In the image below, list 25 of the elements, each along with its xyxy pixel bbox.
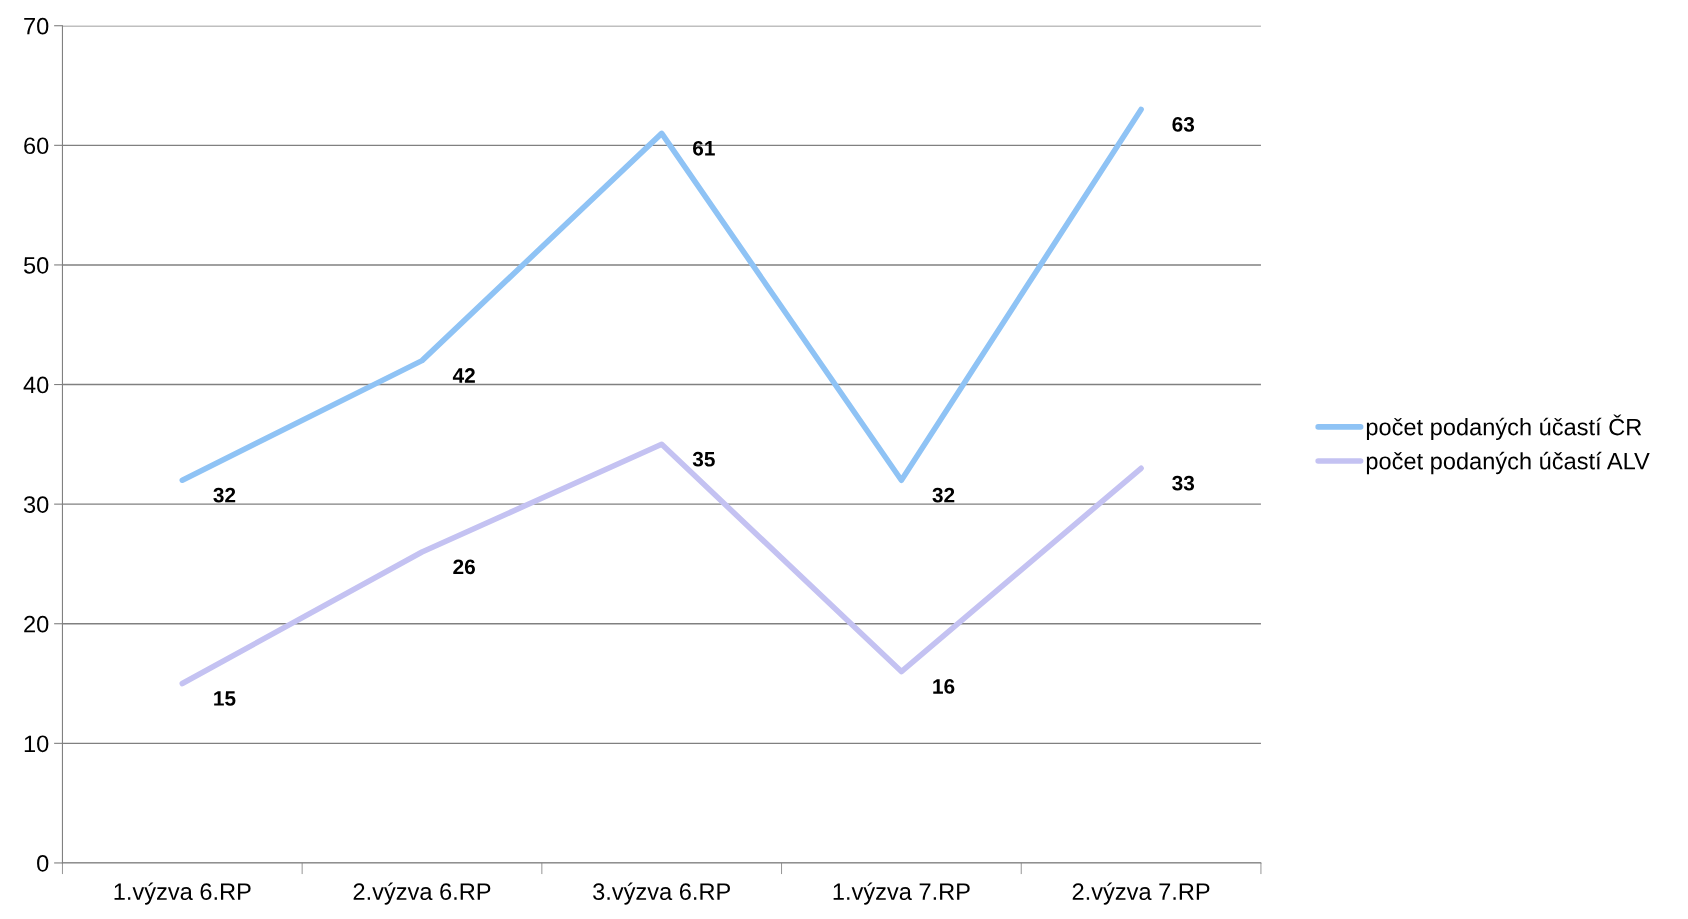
y-tick-label: 20 <box>24 615 49 633</box>
data-label: 61 <box>693 140 715 156</box>
y-tick-label: 40 <box>23 376 49 394</box>
y-tick-label: 50 <box>23 257 49 274</box>
data-label: 35 <box>692 451 715 467</box>
x-tick-label: 1.výzva 6.RP <box>114 882 251 905</box>
x-tick-label: 2.výzva 6.RP <box>353 882 491 905</box>
data-label: 33 <box>1172 475 1195 491</box>
x-tick-label: 2.výzva 7.RP <box>1072 882 1210 905</box>
data-label: 42 <box>452 368 475 383</box>
x-tick-label: 3.výzva 6.RP <box>593 882 730 905</box>
data-label: 26 <box>453 559 475 575</box>
y-tick-label: 10 <box>24 735 49 753</box>
y-tick-label: 30 <box>23 496 49 513</box>
y-tick-label: 60 <box>24 137 49 155</box>
legend-label: počet podaných účastí ALV <box>1366 451 1650 475</box>
data-label: 15 <box>214 691 236 706</box>
legend-label: počet podaných účastí ČR <box>1366 414 1642 441</box>
y-tick-label: 70 <box>24 17 49 35</box>
data-label: 16 <box>933 679 955 694</box>
data-label: 63 <box>1172 116 1195 132</box>
data-label: 32 <box>932 487 955 503</box>
y-tick-label: 0 <box>37 855 49 872</box>
x-tick-label: 1.výzva 7.RP <box>833 882 970 905</box>
data-label: 32 <box>213 487 236 503</box>
